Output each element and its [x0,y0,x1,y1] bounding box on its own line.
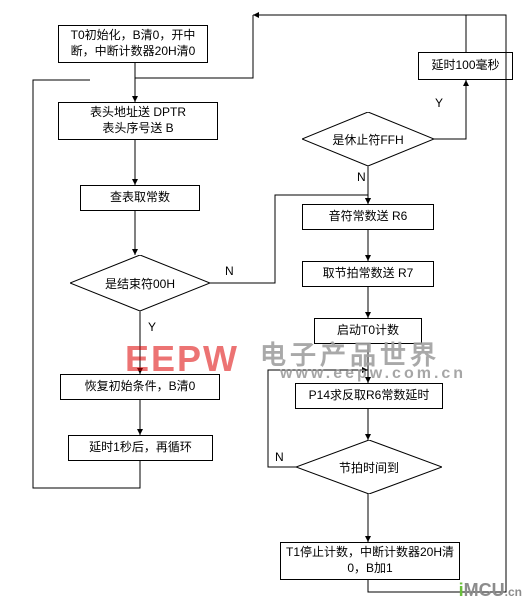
label-n-ffh: N [357,170,366,184]
text-restore: 恢复初始条件，B清0 [85,379,196,395]
box-r7: 取节拍常数送 R7 [302,261,434,287]
text-delay100: 延时100毫秒 [431,58,499,74]
text-r6: 音符常数送 R6 [329,209,408,225]
box-t1: T1停止计数，中断计数器20H清0，B加1 [280,542,460,580]
text-r7: 取节拍常数送 R7 [323,266,414,282]
text-dptr: 表头地址送 DPTR 表头序号送 B [90,105,186,136]
box-lookup: 查表取常数 [80,185,200,211]
diamond-beat: 节拍时间到 [296,440,442,494]
diamond-isffh: 是休止符FFH [302,112,434,166]
label-n-beat: N [275,450,284,464]
text-startT0: 启动T0计数 [337,323,399,339]
box-r6: 音符常数送 R6 [302,204,434,230]
text-isffh: 是休止符FFH [332,131,403,148]
box-startT0: 启动T0计数 [314,318,422,344]
box-delay100: 延时100毫秒 [418,52,513,80]
text-lookup: 查表取常数 [110,190,170,206]
logo-imcu: iMCU.cn [459,580,522,601]
text-t1: T1停止计数，中断计数器20H清0，B加1 [285,545,455,576]
text-init: T0初始化，B清0，开中断，中断计数器20H清0 [63,28,203,59]
watermark-url: www.eepw.com.cn [280,365,466,383]
box-init: T0初始化，B清0，开中断，中断计数器20H清0 [58,25,208,63]
text-delay1s: 延时1秒后，再循环 [89,440,192,456]
text-is00h: 是结束符00H [105,275,175,292]
label-y-00h: Y [148,320,156,334]
text-beat: 节拍时间到 [339,459,399,476]
box-p14: P14求反取R6常数延时 [295,383,443,409]
box-dptr: 表头地址送 DPTR 表头序号送 B [58,102,218,140]
box-restore: 恢复初始条件，B清0 [60,374,220,400]
label-y-ffh: Y [435,96,443,110]
box-delay1s: 延时1秒后，再循环 [68,435,213,461]
label-n-00h: N [225,264,234,278]
diamond-is00h: 是结束符00H [70,255,210,311]
text-p14: P14求反取R6常数延时 [309,388,430,404]
